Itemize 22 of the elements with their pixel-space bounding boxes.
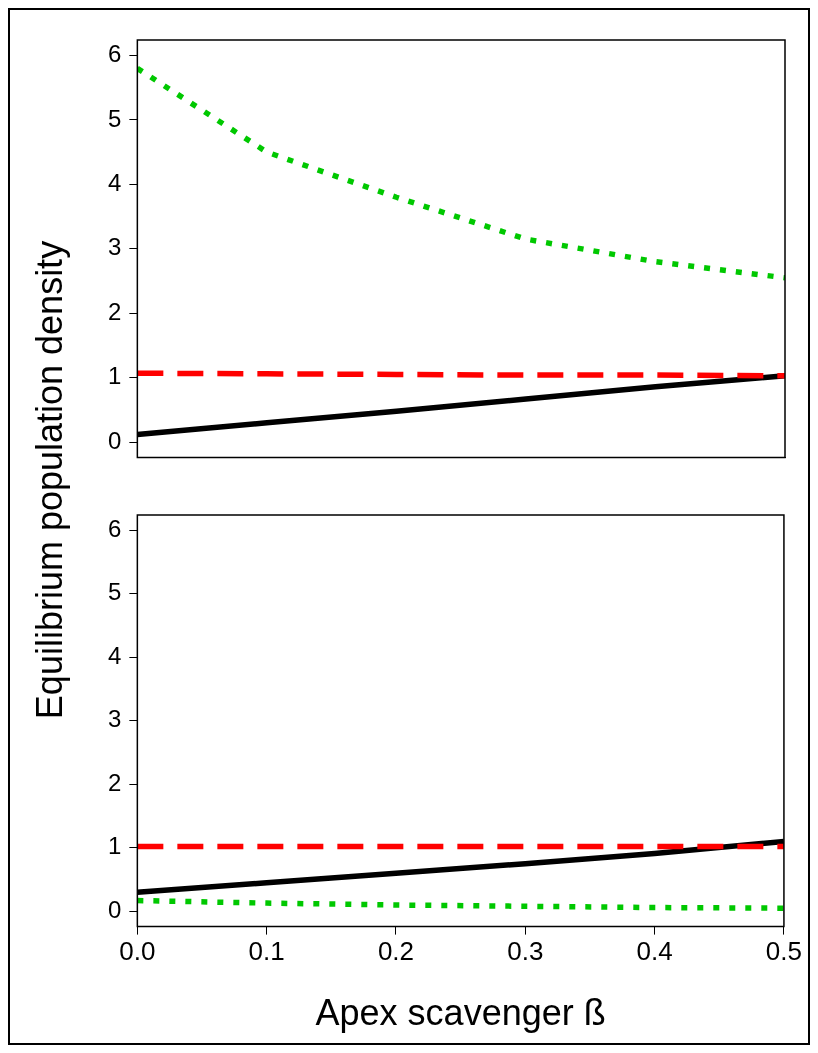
y-axis-title: Equilibrium population density <box>28 239 71 722</box>
x-tick-label: 0.5 <box>765 936 803 967</box>
y-tick-label: 6 <box>107 514 122 542</box>
y-tick-label: 4 <box>107 641 122 669</box>
y-tick-label: 3 <box>107 705 122 733</box>
y-tick-label: 2 <box>107 297 122 325</box>
x-axis-title: Apex scavenger ß <box>315 992 606 1034</box>
y-tick-label: 0 <box>107 426 122 454</box>
y-tick-label: 5 <box>107 578 122 606</box>
x-tick-label: 0.3 <box>507 936 544 967</box>
y-tick-label: 2 <box>107 768 122 796</box>
y-tick-label: 6 <box>107 40 122 68</box>
x-tick-label: 0.0 <box>119 936 156 967</box>
y-tick-label: 1 <box>107 832 122 860</box>
y-tick-label: 3 <box>107 233 122 261</box>
x-tick-label: 0.4 <box>636 936 673 967</box>
x-tick-label: 0.2 <box>377 936 415 967</box>
y-tick-label: 5 <box>107 104 122 132</box>
y-tick-label: 4 <box>107 168 122 196</box>
y-tick-label: 1 <box>107 362 122 390</box>
y-tick-label: 0 <box>107 895 122 923</box>
x-tick-label: 0.1 <box>248 936 285 967</box>
